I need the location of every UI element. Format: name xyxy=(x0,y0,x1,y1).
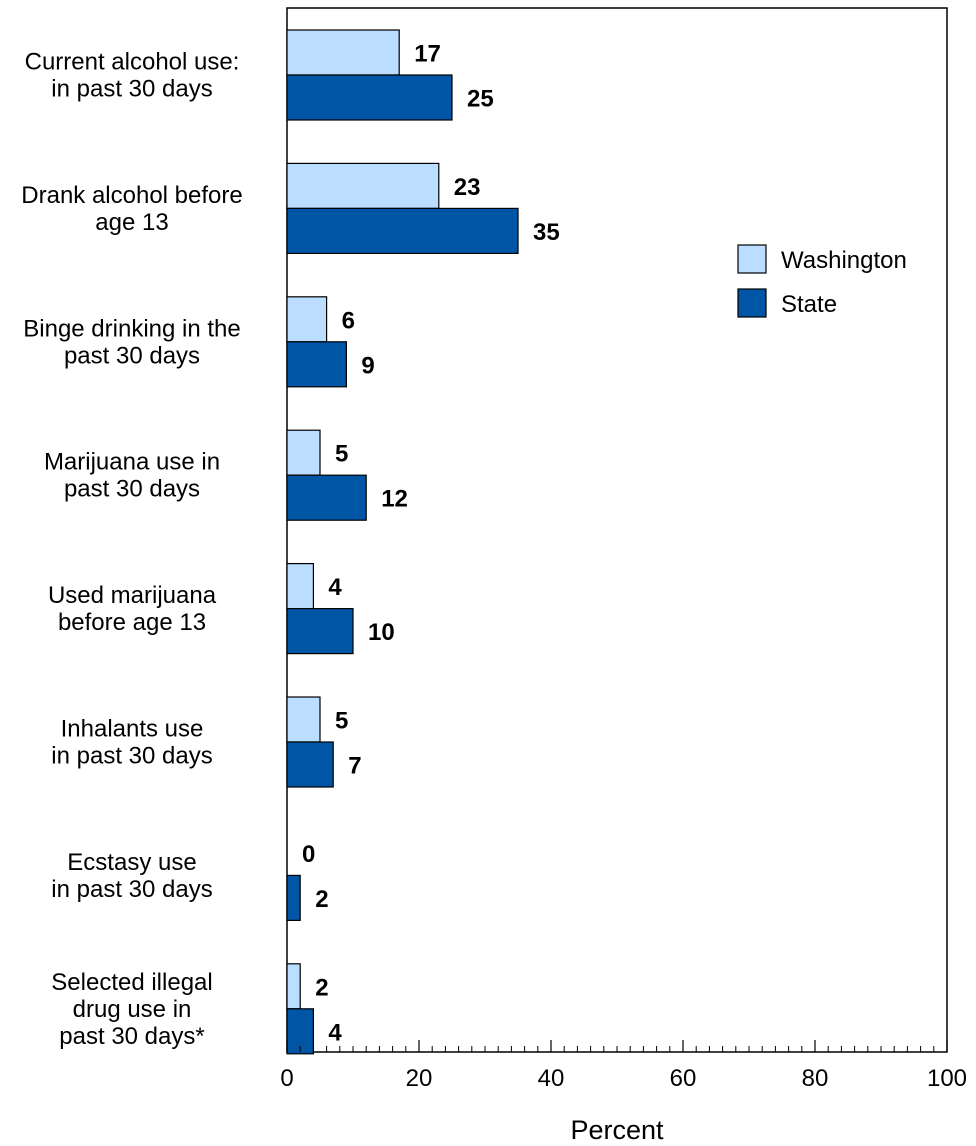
x-tick-label-40: 40 xyxy=(538,1065,565,1092)
value-label-state-1: 35 xyxy=(533,219,560,246)
category-label-7: Selected illegal drug use in past 30 days* xyxy=(51,969,212,1050)
x-tick-label-80: 80 xyxy=(802,1065,829,1092)
legend-label-washington: Washington xyxy=(781,247,907,274)
value-label-state-6: 2 xyxy=(315,886,328,913)
legend: Washington State xyxy=(737,244,907,318)
bar-washington-7 xyxy=(286,963,301,1010)
category-label-6: Ecstasy use in past 30 days xyxy=(51,849,212,903)
value-label-washington-1: 23 xyxy=(454,174,481,201)
value-label-state-2: 9 xyxy=(361,352,374,379)
x-tick-label-20: 20 xyxy=(406,1065,433,1092)
bar-state-2 xyxy=(286,341,348,388)
x-tick-label-0: 0 xyxy=(280,1065,293,1092)
legend-swatch-washington xyxy=(737,244,767,274)
legend-label-state: State xyxy=(781,291,837,318)
x-axis-title: Percent xyxy=(570,1115,664,1145)
bar-washington-0 xyxy=(286,29,400,76)
value-label-state-7: 4 xyxy=(328,1019,342,1046)
value-label-washington-4: 4 xyxy=(328,574,342,601)
value-label-state-4: 10 xyxy=(368,619,395,646)
value-label-state-0: 25 xyxy=(467,86,494,113)
value-label-washington-7: 2 xyxy=(315,974,328,1001)
bar-washington-1 xyxy=(286,162,440,209)
bar-state-5 xyxy=(286,741,334,788)
x-tick-label-60: 60 xyxy=(670,1065,697,1092)
category-label-1: Drank alcohol before age 13 xyxy=(21,182,242,236)
category-label-2: Binge drinking in the past 30 days xyxy=(23,315,240,369)
category-label-3: Marijuana use in past 30 days xyxy=(44,449,220,503)
value-label-washington-6: 0 xyxy=(302,841,315,868)
category-label-4: Used marijuana before age 13 xyxy=(48,582,217,636)
bar-washington-3 xyxy=(286,429,321,476)
bar-washington-4 xyxy=(286,562,314,610)
category-label-5: Inhalants use in past 30 days xyxy=(51,716,212,770)
category-label-0: Current alcohol use: in past 30 days xyxy=(25,49,240,103)
bar-state-3 xyxy=(286,474,367,521)
value-label-washington-3: 5 xyxy=(335,441,348,468)
bar-state-4 xyxy=(286,607,354,655)
value-label-state-5: 7 xyxy=(348,753,361,780)
value-label-washington-2: 6 xyxy=(342,307,355,334)
value-label-washington-0: 17 xyxy=(414,41,441,68)
bar-washington-2 xyxy=(286,296,328,343)
value-label-washington-5: 5 xyxy=(335,708,348,735)
x-tick-label-100: 100 xyxy=(927,1065,967,1092)
value-label-state-3: 12 xyxy=(381,486,408,513)
bar-state-1 xyxy=(286,207,519,254)
legend-swatch-state xyxy=(737,288,767,318)
bar-state-6 xyxy=(286,874,301,922)
category-labels-group: Current alcohol use: in past 30 days Drank… xyxy=(21,49,242,1050)
bar-state-0 xyxy=(286,74,453,121)
bar-washington-5 xyxy=(286,696,321,743)
x-axis-ticks-group: 0 20 40 60 80 100 xyxy=(280,1040,967,1092)
bars-group xyxy=(286,29,519,1055)
